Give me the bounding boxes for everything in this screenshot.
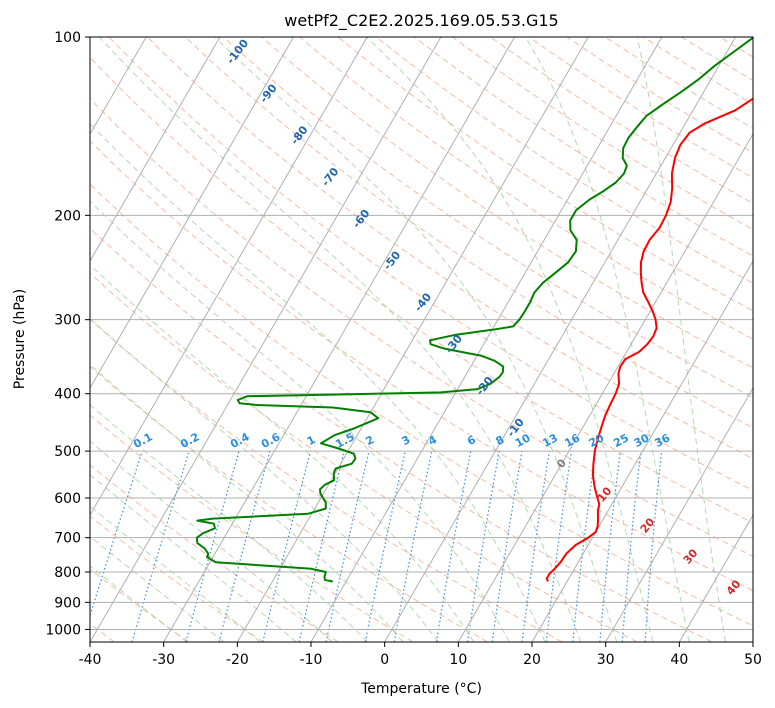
isotherm-line bbox=[90, 37, 221, 262]
isotherm-line bbox=[163, 37, 515, 642]
mixing-ratio-line bbox=[572, 451, 597, 642]
dry-adiabat-line bbox=[223, 37, 753, 399]
plot-frame bbox=[89, 36, 754, 643]
moist-adiabat-line bbox=[90, 200, 510, 642]
mixing-ratio-label: 25 bbox=[611, 431, 631, 450]
isotherm-line bbox=[384, 37, 736, 642]
dry-adiabat-line bbox=[90, 365, 488, 642]
dry-adiabat-line bbox=[90, 515, 264, 642]
moist-adiabat-line bbox=[90, 264, 475, 642]
dry-adiabat-line bbox=[261, 37, 753, 369]
dry-adiabat-line bbox=[184, 37, 753, 429]
temperature-profile-line bbox=[545, 97, 753, 582]
moist-adiabat-line bbox=[90, 363, 404, 642]
isotherm-line bbox=[236, 37, 589, 642]
dewpoint-profile-line bbox=[195, 37, 753, 583]
y-tick-label: 200 bbox=[54, 208, 81, 224]
y-tick-label: 100 bbox=[54, 30, 81, 46]
axes: -40 -30 -20 -10 0 10 20 30 40 50 100 200 300 400 500 60… bbox=[45, 30, 762, 668]
dry-adiabat-line bbox=[90, 568, 190, 642]
dry-adiabat-line bbox=[375, 37, 753, 284]
x-tick-label: -30 bbox=[152, 652, 175, 668]
mixing-ratio-label: 16 bbox=[562, 431, 582, 450]
x-tick-label: 40 bbox=[670, 652, 688, 668]
mixing-ratio-label: 20 bbox=[587, 431, 607, 450]
mixing-ratio-line bbox=[545, 451, 572, 642]
dry-adiabat-line bbox=[90, 183, 753, 627]
mixing-ratio-line bbox=[491, 450, 523, 642]
mixing-ratio-label: 36 bbox=[653, 431, 673, 450]
y-tick-label: 600 bbox=[54, 491, 81, 507]
x-axis-label: Temperature (°C) bbox=[360, 681, 482, 697]
x-tick-label: 0 bbox=[380, 652, 389, 668]
y-axis-label: Pressure (hPa) bbox=[12, 289, 28, 389]
x-tick-label: 10 bbox=[449, 652, 467, 668]
mixing-ratio-line bbox=[599, 451, 621, 642]
isotherm-line bbox=[678, 513, 753, 642]
isotherm-line bbox=[90, 37, 368, 516]
y-tick-label: 400 bbox=[54, 387, 81, 403]
dry-adiabat-line bbox=[90, 414, 414, 642]
moist-adiabat-line bbox=[636, 37, 727, 642]
mixing-ratio-line bbox=[325, 450, 370, 642]
isotherm-line bbox=[310, 37, 663, 642]
x-tick-label: 20 bbox=[523, 652, 541, 668]
dry-adiabat-line bbox=[108, 37, 753, 492]
dry-adiabat-line bbox=[90, 56, 753, 524]
mixing-ratio-line bbox=[621, 451, 642, 642]
moist-adiabat-line bbox=[524, 37, 690, 642]
moist-adiabat-line bbox=[90, 440, 333, 642]
moist-adiabat-line bbox=[90, 317, 439, 642]
isotherm-line bbox=[457, 132, 753, 642]
y-tick-label: 500 bbox=[54, 444, 81, 460]
dry-adiabat-line bbox=[90, 140, 753, 592]
x-tick-label: -20 bbox=[226, 652, 249, 668]
moist-adiabat-line bbox=[90, 404, 369, 642]
moist-adiabat-line bbox=[90, 123, 546, 642]
moist-adiabat-line bbox=[214, 37, 618, 642]
x-tick-label: 50 bbox=[744, 652, 762, 668]
mixing-ratio-line bbox=[131, 450, 190, 642]
mixing-ratio-line bbox=[298, 450, 345, 642]
mixing-ratio-line bbox=[521, 451, 550, 642]
dry-adiabat-line bbox=[90, 227, 712, 642]
mixing-ratio-line bbox=[185, 450, 240, 642]
dry-adiabat-line bbox=[337, 37, 753, 312]
mixing-ratio-label: 30 bbox=[632, 431, 652, 450]
profile-lines bbox=[195, 37, 753, 583]
x-tick-label: -40 bbox=[79, 652, 102, 668]
mixing-ratio-label: 10 bbox=[513, 431, 533, 450]
y-tick-label: 1000 bbox=[45, 622, 81, 638]
x-tick-label: -10 bbox=[300, 652, 323, 668]
chart-title: wetPf2_C2E2.2025.169.05.53.G15 bbox=[284, 11, 558, 31]
background-lines bbox=[90, 37, 753, 642]
moist-adiabat-line bbox=[90, 505, 261, 642]
y-tick-label: 300 bbox=[54, 313, 81, 329]
moist-adiabat-line bbox=[90, 473, 297, 642]
mixing-ratio-line bbox=[644, 451, 663, 642]
isotherm-line bbox=[605, 386, 753, 642]
x-tick-label: 30 bbox=[597, 652, 615, 668]
y-tick-label: 900 bbox=[54, 595, 81, 611]
isotherm-line bbox=[531, 259, 753, 642]
isotherm-line bbox=[90, 37, 442, 642]
mixing-ratio-line bbox=[262, 450, 312, 642]
y-tick-label: 700 bbox=[54, 531, 81, 547]
moist-adiabat-line bbox=[366, 37, 654, 642]
y-tick-label: 800 bbox=[54, 565, 81, 581]
isotherm-line bbox=[90, 37, 294, 389]
mixing-ratio-label: 13 bbox=[540, 431, 560, 450]
grid-lines bbox=[90, 37, 753, 642]
